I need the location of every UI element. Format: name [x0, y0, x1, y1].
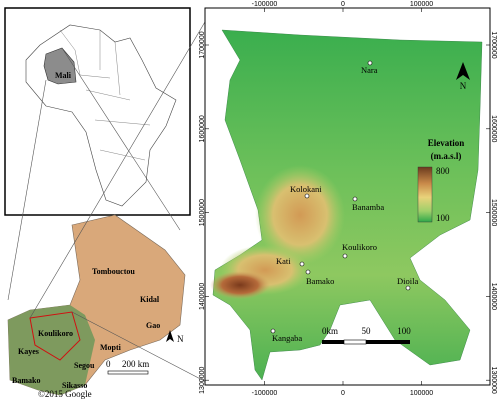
region-label: Mopti [100, 343, 122, 352]
y-tick-label: 1400000 [490, 283, 497, 310]
place-marker [304, 193, 310, 199]
scale-label: 50 [362, 326, 372, 336]
place-label: Banamba [352, 202, 384, 212]
study-area-outline [29, 311, 81, 361]
y-tick-label: 1700000 [199, 31, 206, 58]
place-label: Bamako [306, 276, 334, 286]
place-marker [342, 253, 348, 259]
region-label: Koulikoro [38, 329, 73, 338]
connector [71, 311, 213, 386]
y-tick-label: 1500000 [490, 199, 497, 226]
north-label: N [460, 81, 467, 91]
scale-seg [322, 340, 344, 344]
place-label: Koulikoro [342, 242, 377, 252]
place-label: Kolokani [290, 184, 322, 194]
credit: ©2015 Google [38, 389, 92, 399]
place-label: Kangaba [272, 333, 302, 343]
connector [7, 79, 47, 301]
region-label: Sikasso [62, 381, 87, 390]
y-tick-label: 1400000 [199, 283, 206, 310]
inset-scale-label: 200 km [122, 359, 149, 369]
y-tick-label: 1500000 [199, 199, 206, 226]
scale-seg [343, 339, 367, 345]
x-tick-label: 0 [341, 390, 345, 397]
mali-label: Mali [55, 71, 72, 80]
y-tick-label: 1300000 [490, 367, 497, 394]
place-marker [405, 285, 411, 291]
region-label: Kayes [18, 347, 39, 356]
mountains [210, 271, 270, 299]
south-vegetation [8, 305, 95, 395]
scale-label: 0km [322, 326, 338, 336]
uplands [255, 165, 345, 265]
place-marker [367, 60, 373, 66]
place-marker [299, 261, 305, 267]
region-label: Kidal [140, 295, 160, 304]
inset-north-arrow [166, 330, 174, 342]
connector [29, 9, 213, 319]
place-label: Nara [361, 65, 378, 75]
place-marker [270, 328, 276, 334]
legend-low: 100 [436, 213, 450, 223]
y-tick-label: 1600000 [490, 115, 497, 142]
legend-ramp [417, 166, 433, 223]
inset-north-label: N [177, 334, 184, 344]
region-label: Bamako [12, 376, 40, 385]
legend-title: Elevation [428, 138, 465, 148]
scale-bar [322, 339, 410, 345]
scale-seg [366, 340, 410, 344]
connector [61, 47, 181, 231]
place-marker [305, 269, 311, 275]
y-tick-label: 1700000 [490, 31, 497, 58]
legend-unit: (m.a.s.l) [431, 151, 462, 161]
inset-scale-bar [107, 370, 149, 375]
x-tick-label: 0 [341, 1, 345, 8]
place-label: Kati [276, 256, 291, 266]
region-label: Segou [74, 361, 95, 370]
x-tick-label: -100000 [252, 390, 278, 397]
inset-scale-label: 0 [106, 359, 111, 369]
scale-label: 100 [397, 326, 411, 336]
x-tick-label: 100000 [410, 1, 433, 8]
legend-high: 800 [436, 166, 450, 176]
north-arrow [456, 62, 470, 80]
x-tick-label: 100000 [410, 390, 433, 397]
y-tick-label: 1600000 [199, 115, 206, 142]
place-label: Dioila [397, 276, 418, 286]
region-label: Gao [146, 321, 160, 330]
x-tick-label: -100000 [252, 1, 278, 8]
y-tick-label: 1300000 [199, 366, 206, 393]
borders [59, 29, 151, 161]
region-label: Tombouctou [92, 267, 135, 276]
place-marker [352, 196, 358, 202]
